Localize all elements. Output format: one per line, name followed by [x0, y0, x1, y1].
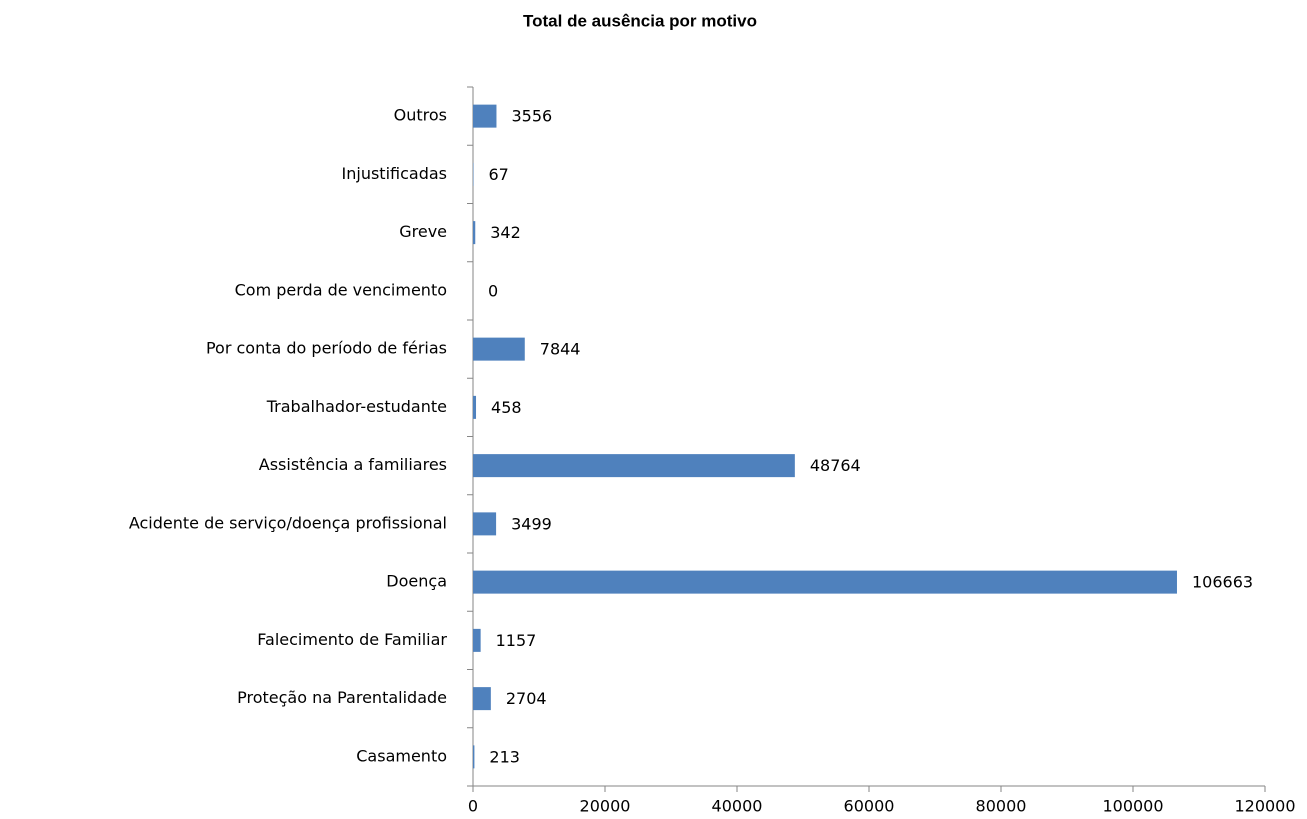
bar [473, 454, 795, 478]
bar [473, 628, 481, 652]
y-tick-label: Falecimento de Familiar [257, 630, 447, 649]
y-tick-label: Doença [386, 572, 447, 591]
data-label: 2704 [506, 689, 547, 708]
data-label: 106663 [1192, 573, 1253, 592]
y-tick-label: Injustificadas [342, 164, 447, 183]
data-label: 7844 [540, 340, 581, 359]
x-tick-label: 20000 [580, 797, 631, 816]
data-label: 458 [491, 398, 522, 417]
y-tick-label: Por conta do período de férias [206, 339, 447, 358]
data-label: 1157 [496, 631, 537, 650]
bar [473, 337, 525, 361]
x-tick-label: 100000 [1102, 797, 1163, 816]
data-label: 3556 [511, 107, 552, 126]
y-tick-label: Acidente de serviço/doença profissional [129, 513, 447, 532]
y-tick-label: Casamento [356, 746, 447, 765]
bar [473, 512, 497, 536]
bar [473, 104, 497, 128]
x-tick-label: 120000 [1234, 797, 1295, 816]
y-tick-label: Proteção na Parentalidade [237, 688, 447, 707]
y-tick-label: Assistência a familiares [259, 455, 447, 474]
data-label: 3499 [511, 514, 552, 533]
y-tick-label: Com perda de vencimento [235, 280, 447, 299]
data-label: 67 [488, 165, 508, 184]
x-tick-label: 60000 [844, 797, 895, 816]
bar [473, 395, 477, 419]
y-tick-label: Greve [399, 222, 447, 241]
y-tick-label: Outros [394, 106, 447, 125]
data-label: 48764 [810, 456, 861, 475]
data-label: 342 [490, 223, 521, 242]
x-tick-label: 80000 [976, 797, 1027, 816]
bar [473, 221, 476, 245]
data-label: 0 [488, 281, 498, 300]
bar [473, 745, 475, 769]
bar [473, 687, 491, 711]
bar [473, 570, 1177, 594]
y-tick-label: Trabalhador-estudante [266, 397, 447, 416]
x-tick-label: 0 [468, 797, 478, 816]
x-tick-label: 40000 [712, 797, 763, 816]
data-label: 213 [489, 747, 520, 766]
chart-title: Total de ausência por motivo [523, 11, 757, 30]
